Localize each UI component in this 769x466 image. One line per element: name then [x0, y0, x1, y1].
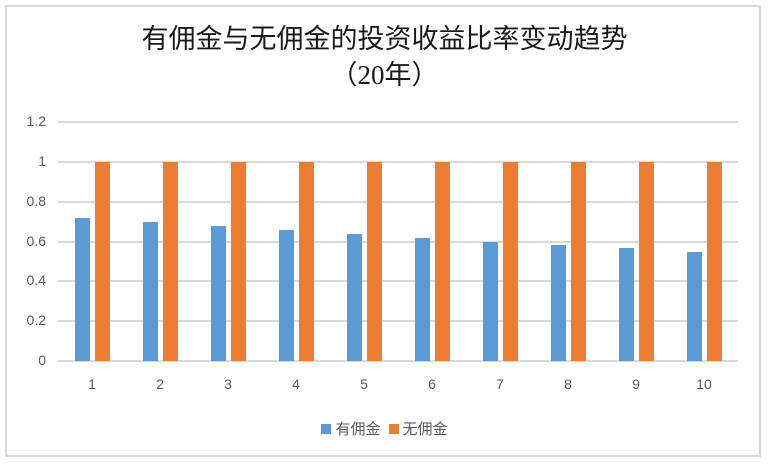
y-tick-label: 1: [38, 152, 46, 169]
bar-without-commission: [298, 161, 314, 361]
y-tick-label: 0.6: [26, 232, 46, 249]
gridline: [58, 121, 738, 123]
legend-label: 无佣金: [402, 421, 448, 438]
bar-with-commission: [278, 230, 294, 361]
chart-subtitle: （20年）: [330, 60, 439, 90]
bar-with-commission: [346, 234, 362, 361]
plot-area: [58, 121, 738, 362]
chart-title: 有佣金与无佣金的投资收益比率变动趋势: [141, 24, 628, 54]
legend-swatch-orange: [388, 423, 399, 434]
legend-item-without-commission: 无佣金: [388, 418, 448, 439]
bar-with-commission: [74, 218, 90, 361]
gridline: [58, 320, 738, 323]
bar-with-commission: [550, 245, 566, 361]
y-tick-label: 0.4: [26, 272, 46, 289]
x-tick-label: 2: [156, 376, 164, 392]
x-tick-label: 8: [564, 376, 572, 392]
y-tick-label: 0.8: [26, 192, 46, 209]
gridline: [58, 160, 738, 163]
x-tick-label: 10: [696, 376, 712, 392]
y-tick-label: 0: [38, 352, 46, 368]
x-tick-label: 5: [360, 376, 368, 392]
x-tick-label: 3: [224, 376, 232, 392]
gridline: [58, 360, 738, 362]
gridline: [58, 240, 738, 243]
legend-label: 有佣金: [335, 421, 381, 438]
bar-without-commission: [502, 161, 518, 361]
bar-without-commission: [706, 161, 722, 361]
bar-without-commission: [434, 161, 450, 361]
bar-with-commission: [210, 226, 226, 361]
bar-with-commission: [414, 238, 430, 361]
x-tick-label: 6: [428, 376, 436, 392]
gridline: [58, 200, 738, 203]
bar-without-commission: [570, 161, 586, 361]
legend: 有佣金 无佣金: [0, 418, 769, 439]
legend-item-with-commission: 有佣金: [321, 418, 381, 439]
x-tick-label: 1: [88, 376, 96, 392]
bar-without-commission: [230, 161, 246, 361]
y-tick-label: 1.2: [26, 113, 46, 129]
y-tick-label: 0.2: [26, 312, 46, 329]
gridline: [58, 280, 738, 283]
chart-frame: [5, 5, 761, 457]
bar-with-commission: [482, 241, 498, 361]
x-tick-label: 7: [496, 376, 504, 392]
bar-with-commission: [686, 252, 702, 361]
bar-with-commission: [618, 248, 634, 361]
bar-without-commission: [162, 161, 178, 361]
bar-without-commission: [638, 161, 654, 361]
bar-without-commission: [366, 161, 382, 361]
x-tick-label: 9: [632, 376, 640, 392]
legend-swatch-blue: [321, 423, 332, 434]
x-tick-label: 4: [292, 376, 300, 392]
bar-with-commission: [142, 222, 158, 361]
bar-without-commission: [94, 161, 110, 361]
